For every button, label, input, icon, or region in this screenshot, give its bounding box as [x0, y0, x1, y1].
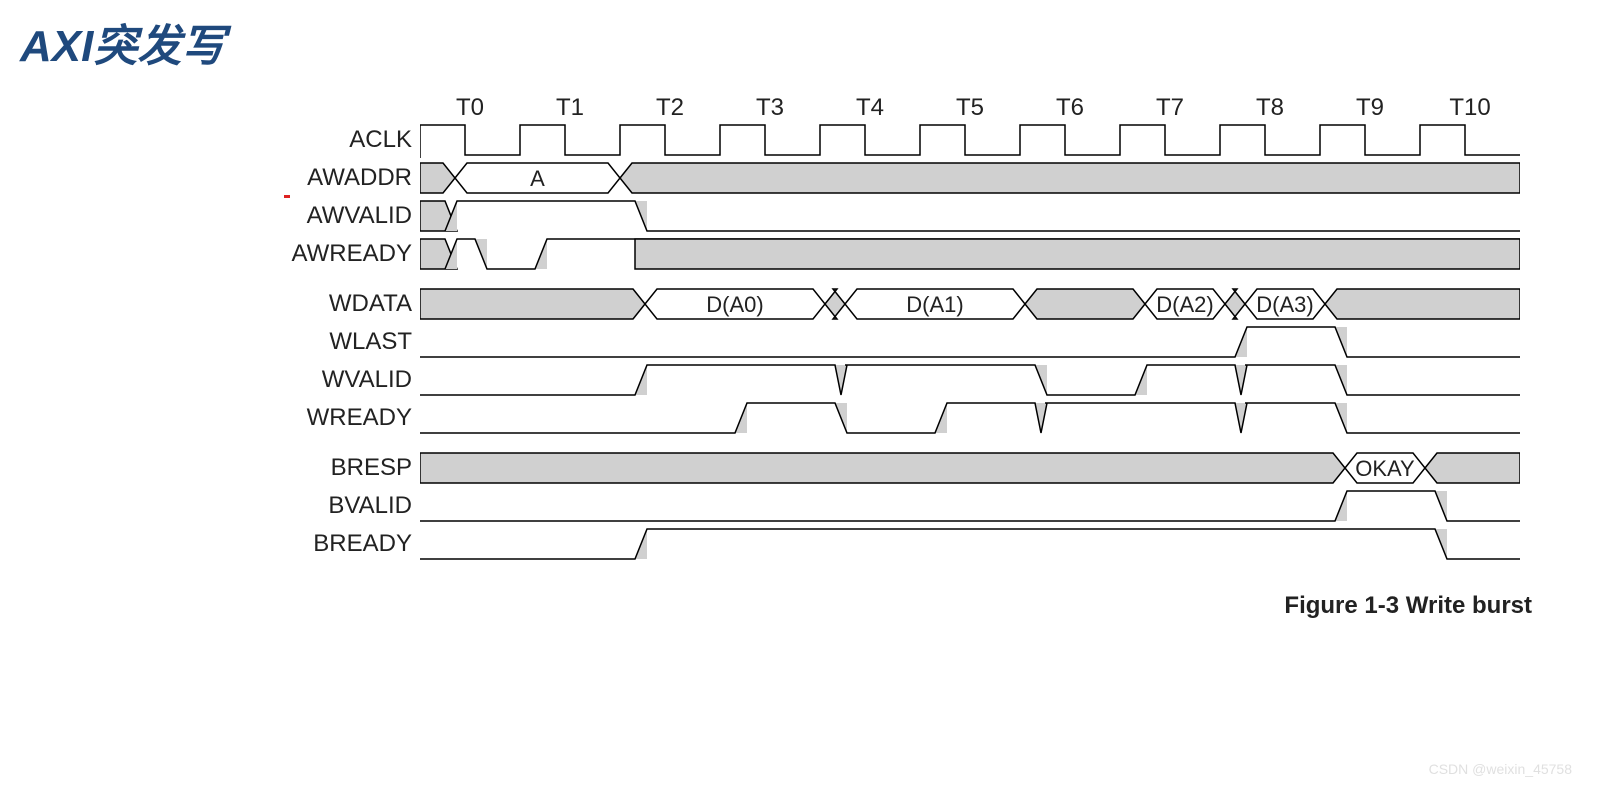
svg-text:D(A0): D(A0): [706, 292, 763, 317]
tick-label: T6: [1020, 94, 1120, 122]
signal-row: AWVALID: [290, 198, 1530, 234]
tick-label: T4: [820, 94, 920, 122]
signal-row: AWREADY: [290, 236, 1530, 272]
tick-label: T5: [920, 94, 1020, 122]
signal-wave: [420, 362, 1530, 398]
signal-wave: [420, 122, 1530, 158]
signal-label: AWVALID: [290, 202, 420, 230]
svg-text:D(A3): D(A3): [1256, 292, 1313, 317]
tick-label: T9: [1320, 94, 1420, 122]
signal-wave: [420, 324, 1530, 360]
tick-label: T7: [1120, 94, 1220, 122]
tick-label: T8: [1220, 94, 1320, 122]
tick-label: T10: [1420, 94, 1520, 122]
signal-label: BVALID: [290, 492, 420, 520]
svg-text:A: A: [530, 166, 545, 191]
svg-text:D(A1): D(A1): [906, 292, 963, 317]
signal-wave: [420, 488, 1530, 524]
signal-wave: [420, 400, 1530, 436]
tick-label: T0: [420, 94, 520, 122]
signal-row: WREADY: [290, 400, 1530, 436]
figure-caption: Figure 1-3 Write burst: [20, 592, 1592, 620]
signal-wave: OKAY: [420, 450, 1530, 486]
watermark: CSDN @weixin_45758: [1429, 761, 1572, 777]
signal-label: WREADY: [290, 404, 420, 432]
signal-row: ACLK: [290, 122, 1530, 158]
tick-label: T3: [720, 94, 820, 122]
signal-label: WLAST: [290, 328, 420, 356]
signal-label: ACLK: [290, 126, 420, 154]
tick-label: T2: [620, 94, 720, 122]
signal-label: WVALID: [290, 366, 420, 394]
tick-label: T1: [520, 94, 620, 122]
signal-wave: [420, 236, 1530, 272]
signal-wave: A: [420, 160, 1530, 196]
signal-row: WVALID: [290, 362, 1530, 398]
signal-label: WDATA: [290, 290, 420, 318]
signal-row: WLAST: [290, 324, 1530, 360]
tick-row: T0T1T2T3T4T5T6T7T8T9T10: [420, 94, 1530, 122]
signal-row: AWADDR A: [290, 160, 1530, 196]
signal-label: AWADDR: [290, 164, 420, 192]
signal-row: BREADY: [290, 526, 1530, 562]
page-title: AXI突发写: [20, 10, 1592, 74]
signal-wave: D(A0) D(A1) D(A2) D(A3): [420, 286, 1530, 322]
signal-row: BVALID: [290, 488, 1530, 524]
svg-text:OKAY: OKAY: [1355, 456, 1415, 481]
timing-diagram: T0T1T2T3T4T5T6T7T8T9T10 ACLK AWADDR A AWVAL…: [290, 94, 1530, 562]
signal-row: BRESP OKAY: [290, 450, 1530, 486]
signal-row: WDATA D(A0) D(A1) D(A2) D(A3): [290, 286, 1530, 322]
svg-text:D(A2): D(A2): [1156, 292, 1213, 317]
signal-label: BRESP: [290, 454, 420, 482]
signal-wave: [420, 198, 1530, 234]
signal-label: AWREADY: [290, 240, 420, 268]
signal-label: BREADY: [290, 530, 420, 558]
signal-wave: [420, 526, 1530, 562]
